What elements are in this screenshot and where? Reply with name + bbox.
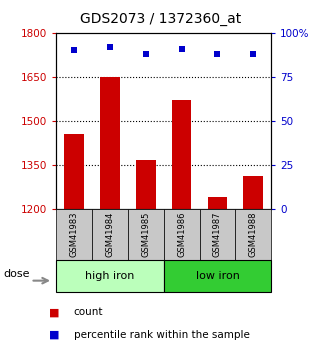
Bar xyxy=(136,160,156,209)
Bar xyxy=(100,77,120,209)
Text: low iron: low iron xyxy=(195,271,239,281)
Point xyxy=(72,48,77,53)
Point xyxy=(143,51,148,57)
Text: dose: dose xyxy=(3,269,30,279)
Point xyxy=(251,51,256,57)
Point xyxy=(179,46,184,51)
Bar xyxy=(172,100,192,209)
Text: percentile rank within the sample: percentile rank within the sample xyxy=(74,330,250,339)
Text: ■: ■ xyxy=(49,307,60,317)
Text: ■: ■ xyxy=(49,330,60,339)
Text: GDS2073 / 1372360_at: GDS2073 / 1372360_at xyxy=(80,12,241,26)
Bar xyxy=(208,197,227,209)
Point xyxy=(107,44,112,50)
Text: GSM41985: GSM41985 xyxy=(141,212,150,257)
Text: count: count xyxy=(74,307,103,317)
Text: high iron: high iron xyxy=(85,271,134,281)
Text: GSM41986: GSM41986 xyxy=(177,212,186,257)
Text: GSM41988: GSM41988 xyxy=(249,212,258,257)
Text: GSM41983: GSM41983 xyxy=(70,212,79,257)
Point xyxy=(215,51,220,57)
Text: GSM41984: GSM41984 xyxy=(105,212,115,257)
Bar xyxy=(243,176,263,209)
Bar xyxy=(64,134,84,209)
Text: GSM41987: GSM41987 xyxy=(213,212,222,257)
